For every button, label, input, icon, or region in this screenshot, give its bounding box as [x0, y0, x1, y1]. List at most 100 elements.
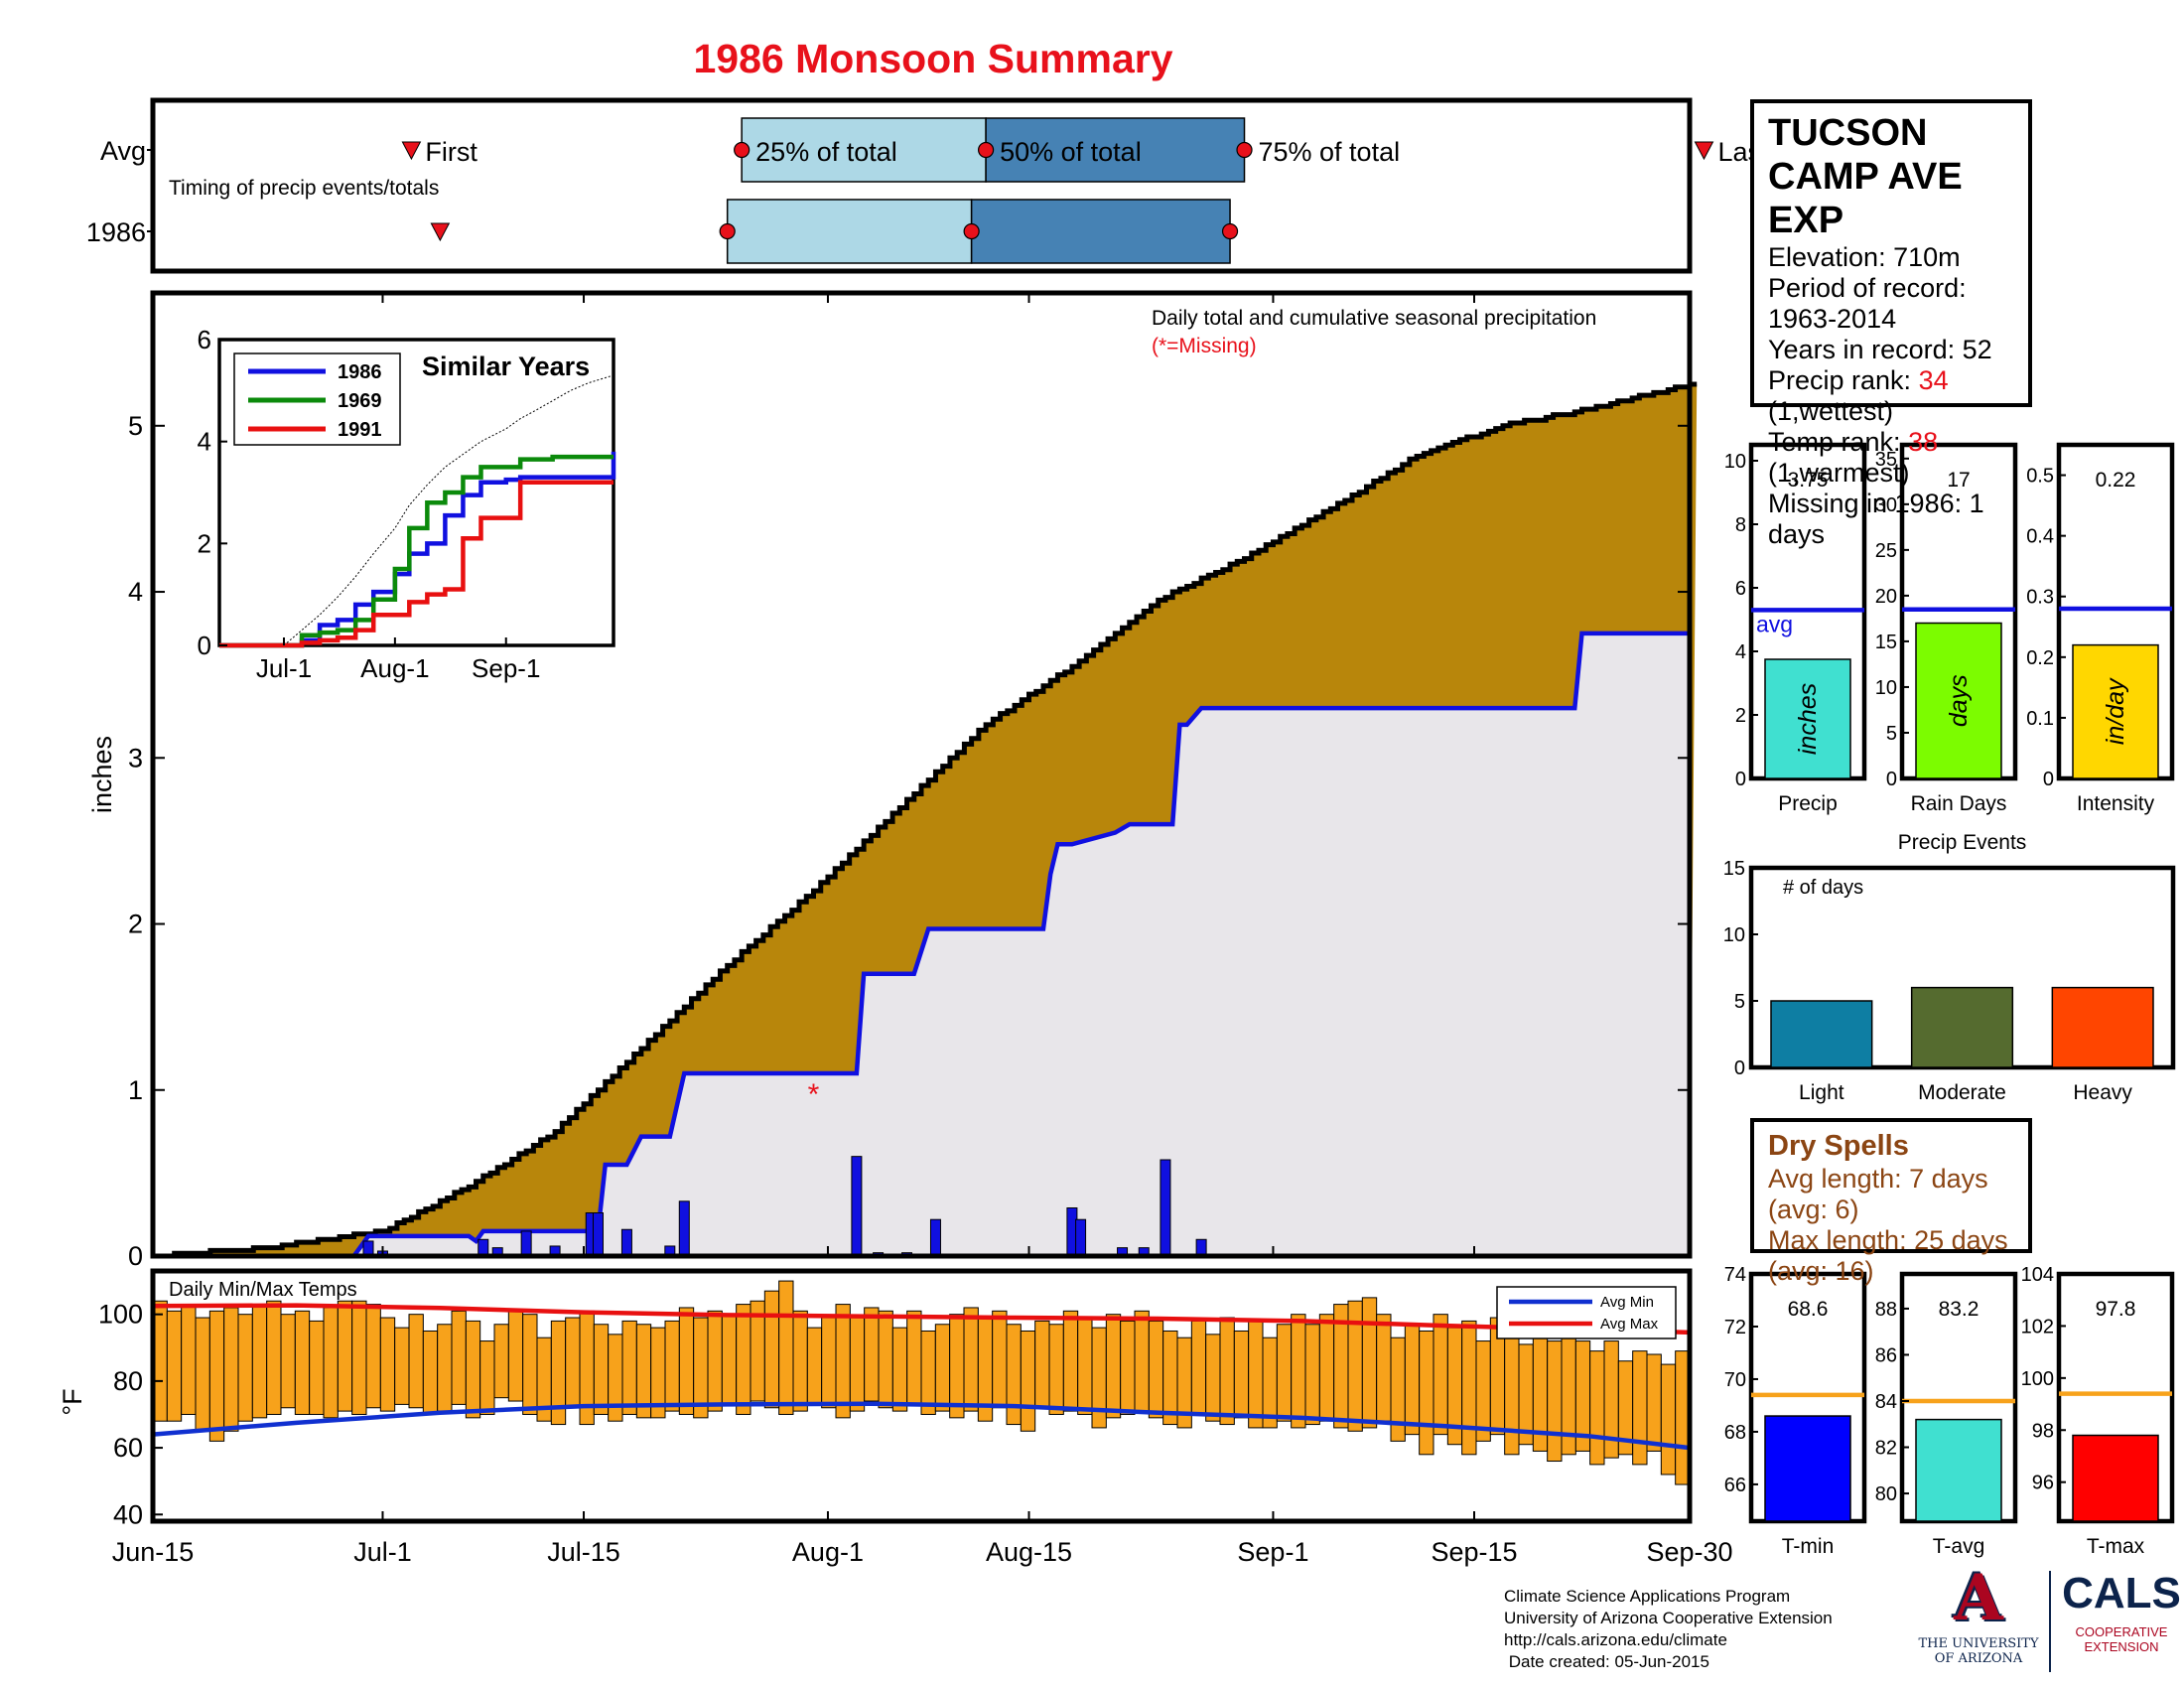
temp-ytick-label: 60	[113, 1433, 143, 1463]
main-annotation: Daily total and cumulative seasonal prec…	[1152, 307, 1596, 330]
temp-range-bar	[309, 1320, 325, 1415]
temp-range-bar	[351, 1300, 367, 1415]
timing-triangle-first-1986	[430, 222, 451, 242]
daily-precip-bar	[1160, 1159, 1171, 1257]
temp-range-bar	[408, 1314, 424, 1409]
temp-range-bar	[1361, 1297, 1378, 1429]
precip-unit: inches	[1794, 683, 1822, 755]
main-ylabel: inches	[87, 736, 117, 813]
temp-range-bar	[1475, 1340, 1491, 1442]
temp-ytick-label: 80	[113, 1366, 143, 1396]
main-missing-note: (*=Missing)	[1152, 335, 1257, 357]
timing-box-q50-q75-1986	[970, 199, 1231, 264]
intensity-label: Intensity	[2077, 792, 2155, 815]
inset-ytick-label: 4	[198, 427, 211, 457]
temp-range-bar	[1404, 1324, 1421, 1436]
rain-days-bar	[1915, 622, 2002, 779]
temp-range-bar	[422, 1330, 439, 1415]
temp-range-bar	[792, 1310, 808, 1412]
temp-range-bar	[963, 1307, 979, 1412]
dry-spells-max-length: Max length: 25 days (avg: 16)	[1768, 1225, 2008, 1286]
inset-series-1969	[219, 454, 614, 648]
temp-range-bar	[920, 1330, 936, 1415]
xtick-label: Sep-1	[1237, 1537, 1308, 1567]
timing-marker-q25-1986	[719, 222, 736, 240]
precip-ytick-label: 10	[1724, 451, 1746, 473]
ua-logo-line2: OF ARIZONA	[1934, 1651, 2023, 1666]
tavg-ytick-label: 80	[1875, 1483, 1897, 1505]
tavg-ytick-label: 88	[1875, 1299, 1897, 1321]
temp-range-bar	[1248, 1320, 1264, 1429]
temp-legend-box	[1496, 1286, 1677, 1339]
precip-events-ytick-label: 10	[1723, 924, 1745, 946]
temp-range-bar	[835, 1304, 851, 1419]
precip-event-bar	[1910, 986, 2014, 1068]
tmin-ytick-label: 74	[1724, 1264, 1746, 1286]
temp-range-bar	[1077, 1317, 1093, 1415]
temp-range-bar	[323, 1307, 339, 1419]
main-ytick-label: 0	[128, 1241, 143, 1271]
inset-ytick-label: 2	[198, 528, 211, 558]
main-ytick-label: 4	[128, 577, 143, 607]
temp-range-bar	[1148, 1320, 1164, 1419]
station-info-panel: TUCSON CAMP AVE EXP Elevation: 710m Peri…	[1750, 99, 2032, 549]
temp-range-bar	[294, 1310, 311, 1415]
temp-range-bar	[1190, 1320, 1207, 1415]
timing-label-q75: 75% of total	[1259, 137, 1401, 167]
temp-range-bar	[678, 1307, 695, 1415]
avg-max-line	[152, 1303, 1691, 1336]
temp-plot-frame	[150, 1268, 1693, 1524]
ua-logo-letter: A	[1954, 1561, 2003, 1635]
tavg-value-text: 83.2	[1939, 1298, 1979, 1321]
temp-rank-value: 38	[1908, 427, 1939, 457]
temp-range-bar	[608, 1334, 623, 1422]
temp-range-bar	[891, 1327, 908, 1412]
precip-ytick-label: 8	[1735, 514, 1746, 536]
tmin-label: T-min	[1782, 1535, 1835, 1558]
tmax-ytick-label: 96	[2032, 1473, 2054, 1494]
tavg-ytick-label: 82	[1875, 1438, 1897, 1460]
temp-rank-note: (1,warmest)	[1768, 458, 1910, 488]
precip-ytick-label: 4	[1735, 641, 1746, 663]
temp-range-bar	[1034, 1320, 1050, 1409]
temp-ytick-label: 100	[98, 1300, 143, 1330]
temp-range-bar	[778, 1280, 794, 1415]
rain-days-ytick-label: 5	[1886, 723, 1897, 745]
temp-range-bar	[707, 1310, 723, 1412]
rain-days-ytick-label: 0	[1886, 769, 1897, 790]
rain-days-ytick-label: 25	[1875, 540, 1897, 562]
timing-marker-q75-avg	[1236, 141, 1253, 159]
temp-range-bar	[1547, 1340, 1563, 1463]
timing-box-q25-q50-avg	[741, 117, 987, 183]
temp-range-bar	[821, 1317, 837, 1409]
temp-legend-label-min: Avg Min	[1600, 1294, 1654, 1311]
precip-event-label: Moderate	[1918, 1081, 2006, 1104]
logo-divider	[2049, 1571, 2051, 1672]
temp-range-bar	[1304, 1324, 1320, 1426]
precip-label: Precip	[1778, 792, 1838, 815]
intensity-ytick-label: 0.1	[2026, 708, 2054, 730]
temp-range-bar	[223, 1307, 239, 1432]
tmax-value-text: 97.8	[2096, 1298, 2136, 1321]
cals-logo-line2: EXTENSION	[2084, 1639, 2159, 1654]
precip-event-bar	[2051, 986, 2154, 1068]
xtick-label: Jul-15	[547, 1537, 620, 1567]
inset-xtick-label: Jul-1	[256, 653, 312, 683]
temp-range-bar	[1632, 1350, 1648, 1466]
rain-days-ytick-label: 15	[1875, 632, 1897, 653]
tavg-ytick-label: 86	[1875, 1344, 1897, 1366]
chart-title: 1986 Monsoon Summary	[693, 36, 1173, 81]
temp-range-bar	[365, 1304, 381, 1409]
temp-range-bar	[763, 1290, 780, 1409]
tmin-ytick-label: 72	[1724, 1317, 1746, 1338]
temp-range-bar	[934, 1324, 951, 1412]
precip-events-annotation: # of days	[1783, 877, 1863, 899]
xtick-label: Aug-15	[986, 1537, 1072, 1567]
temp-range-bar	[565, 1317, 581, 1409]
footer-line-2: University of Arizona Cooperative Extens…	[1504, 1609, 1833, 1627]
tmax-ytick-label: 104	[2021, 1264, 2054, 1286]
dry-spells-avg-length: Avg length: 7 days (avg: 6)	[1768, 1164, 1988, 1224]
timing-row-label-1986: 1986	[86, 217, 146, 247]
xtick-label: Sep-30	[1646, 1537, 1732, 1567]
timing-marker-q75-1986	[1221, 222, 1239, 240]
